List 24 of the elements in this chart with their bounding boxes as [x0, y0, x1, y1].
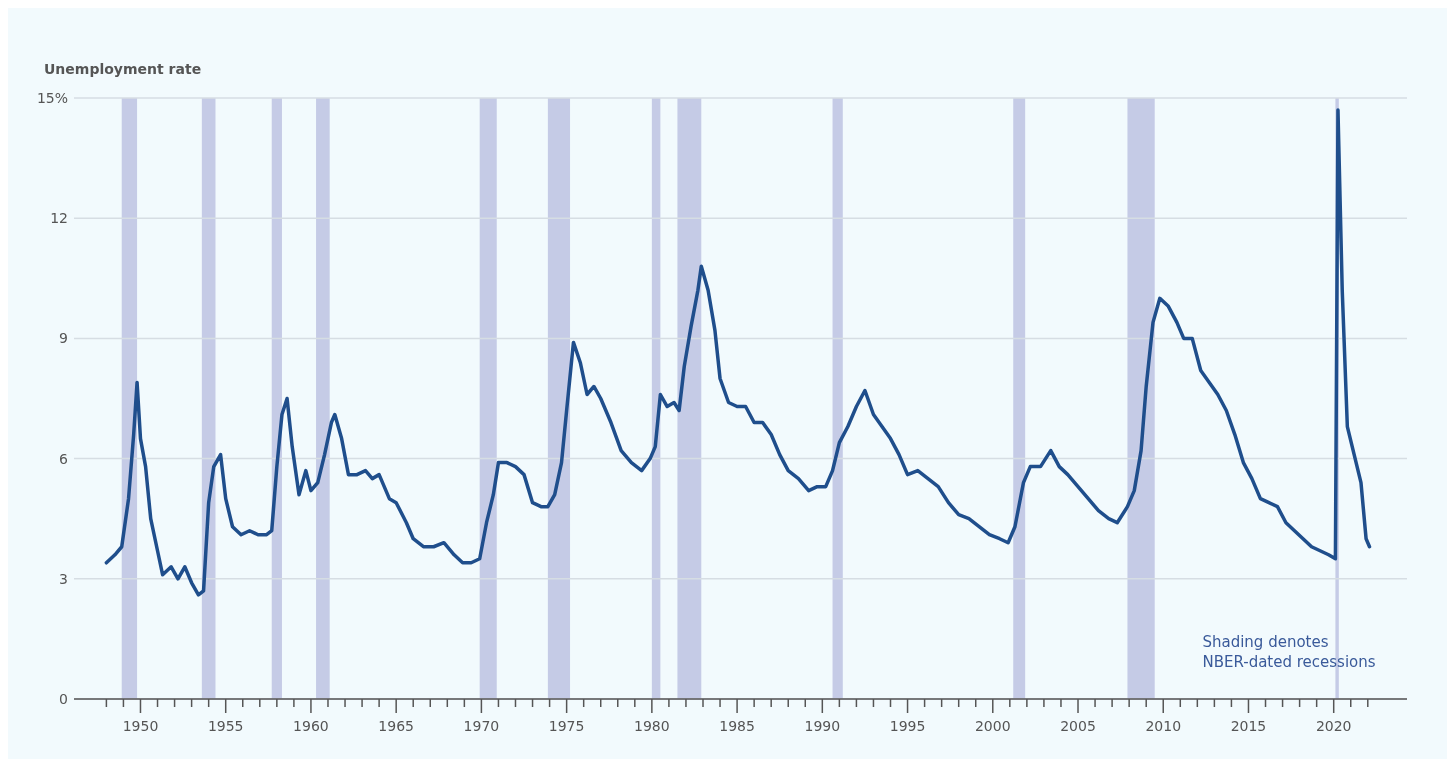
x-tick-label: 1975 — [548, 718, 585, 734]
annotation: Shading denotes NBER-dated recessions — [1202, 632, 1376, 671]
y-tick-label: 3 — [59, 570, 68, 587]
x-tick-label: 1955 — [207, 718, 244, 734]
y-tick-label: 6 — [59, 450, 69, 467]
x-tick-label: 1995 — [889, 718, 926, 734]
line-series — [104, 108, 1372, 597]
x-tick-label: 1970 — [463, 718, 500, 734]
y-tick-label: 15% — [36, 89, 68, 106]
x-tick-label: 2020 — [1315, 718, 1352, 734]
x-tick-label: 1980 — [634, 718, 670, 734]
y-tick-label: 12 — [50, 210, 68, 227]
x-tick-label: 1965 — [378, 718, 414, 734]
x-tick-label: 1990 — [804, 718, 841, 734]
x-tick-label: 2005 — [1060, 718, 1096, 734]
y-tick-label: 0 — [59, 690, 68, 707]
x-tick-label: 1950 — [122, 718, 159, 734]
y-tick-label: 9 — [59, 330, 68, 347]
x-tick-label: 2015 — [1230, 718, 1267, 734]
x-tick-label: 1985 — [719, 718, 755, 734]
y-axis-title: Unemployment rate — [44, 61, 202, 77]
x-tick-label: 2010 — [1145, 718, 1182, 734]
x-tick-label: 2000 — [974, 718, 1011, 734]
x-tick-label: 1960 — [293, 718, 329, 734]
